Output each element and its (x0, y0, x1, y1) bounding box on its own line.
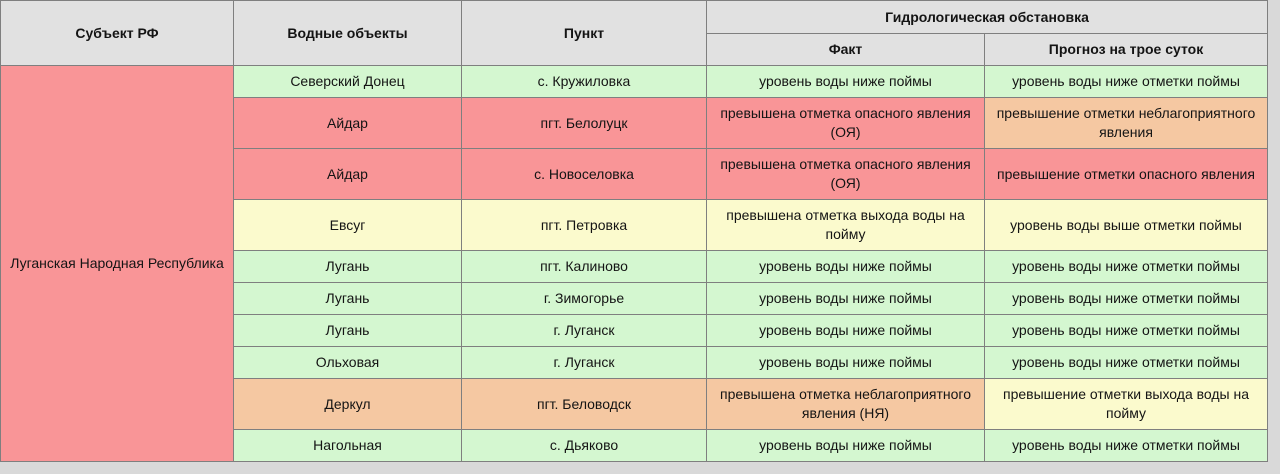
fact-cell: превышена отметка выхода воды на пойму (706, 199, 985, 251)
point-cell: г. Зимогорье (461, 282, 707, 315)
point-cell: пгт. Калиново (461, 250, 707, 283)
water-object-cell: Айдар (233, 148, 462, 200)
header-row-top: Субъект РФ Водные объекты Пункт Гидролог… (0, 0, 1269, 66)
fact-cell: уровень воды ниже поймы (706, 282, 985, 315)
point-cell: с. Дьяково (461, 429, 707, 462)
forecast-cell: уровень воды выше отметки поймы (983, 199, 1269, 251)
column-header-forecast: Прогноз на трое суток (983, 33, 1269, 66)
point-cell: с. Кружиловка (461, 65, 707, 98)
water-object-cell: Евсуг (233, 199, 462, 251)
water-object-cell: Деркул (233, 378, 462, 430)
region-cell: Луганская Народная Республика (0, 65, 234, 462)
fact-cell: уровень воды ниже поймы (706, 250, 985, 283)
hydro-situation-table: Субъект РФ Водные объекты Пункт Гидролог… (0, 0, 1269, 462)
table-row: Луганская Народная Республика Северский Д… (0, 65, 1269, 462)
column-header-point: Пункт (461, 0, 707, 66)
point-cell: пгт. Беловодск (461, 378, 707, 430)
fact-cell: уровень воды ниже поймы (706, 65, 985, 98)
water-object-cell: Нагольная (233, 429, 462, 462)
water-object-cell: Лугань (233, 314, 462, 347)
fact-cell: превышена отметка неблагоприятного явлен… (706, 378, 985, 430)
water-object-cell: Лугань (233, 250, 462, 283)
table-row: Деркул пгт. Беловодск превышена отметка не… (1, 378, 1269, 430)
forecast-cell: превышение отметки опасного явления (983, 148, 1269, 200)
table-row: Лугань г. Зимогорье уровень воды ниже пойм… (1, 282, 1269, 315)
fact-cell: уровень воды ниже поймы (706, 346, 985, 379)
fact-cell: превышена отметка опасного явления (ОЯ) (706, 148, 985, 200)
table-row: Лугань пгт. Калиново уровень воды ниже пой… (1, 250, 1269, 283)
point-cell: пгт. Белолуцк (461, 97, 707, 149)
column-header-subject: Субъект РФ (0, 0, 234, 66)
point-cell: с. Новоселовка (461, 148, 707, 200)
forecast-cell: уровень воды ниже отметки поймы (983, 282, 1269, 315)
forecast-cell: уровень воды ниже отметки поймы (983, 250, 1269, 283)
forecast-cell: превышение отметки выхода воды на пойму (983, 378, 1269, 430)
table-row: Лугань г. Луганск уровень воды ниже поймы у… (1, 314, 1269, 347)
forecast-cell: уровень воды ниже отметки поймы (983, 314, 1269, 347)
header-row-sub: Факт Прогноз на трое суток (1, 33, 1269, 66)
table-row: Айдар с. Новоселовка превышена отметка опа… (1, 148, 1269, 200)
water-object-cell: Северский Донец (233, 65, 462, 98)
fact-cell: уровень воды ниже поймы (706, 429, 985, 462)
point-cell: г. Луганск (461, 346, 707, 379)
table-row: Нагольная с. Дьяково уровень воды ниже пой… (1, 429, 1269, 462)
forecast-cell: уровень воды ниже отметки поймы (983, 346, 1269, 379)
forecast-cell: превышение отметки неблагоприятного явле… (983, 97, 1269, 149)
table-header: Субъект РФ Водные объекты Пункт Гидролог… (0, 0, 1269, 66)
column-header-fact: Факт (706, 33, 985, 66)
table-row: Айдар пгт. Белолуцк превышена отметка опас… (1, 97, 1269, 149)
forecast-cell: уровень воды ниже отметки поймы (983, 65, 1269, 98)
water-object-cell: Лугань (233, 282, 462, 315)
water-object-cell: Ольховая (233, 346, 462, 379)
point-cell: г. Луганск (461, 314, 707, 347)
forecast-cell: уровень воды ниже отметки поймы (983, 429, 1269, 462)
table-body: Луганская Народная Республика Северский Д… (0, 65, 1269, 462)
fact-cell: превышена отметка опасного явления (ОЯ) (706, 97, 985, 149)
point-cell: пгт. Петровка (461, 199, 707, 251)
fact-cell: уровень воды ниже поймы (706, 314, 985, 347)
column-header-hydro: Гидрологическая обстановка (705, 0, 1269, 34)
water-object-cell: Айдар (233, 97, 462, 149)
column-header-water: Водные объекты (233, 0, 462, 66)
table-row: Евсуг пгт. Петровка превышена отметка выхо… (1, 199, 1269, 251)
table-row: Ольховая г. Луганск уровень воды ниже пойм… (1, 346, 1269, 379)
